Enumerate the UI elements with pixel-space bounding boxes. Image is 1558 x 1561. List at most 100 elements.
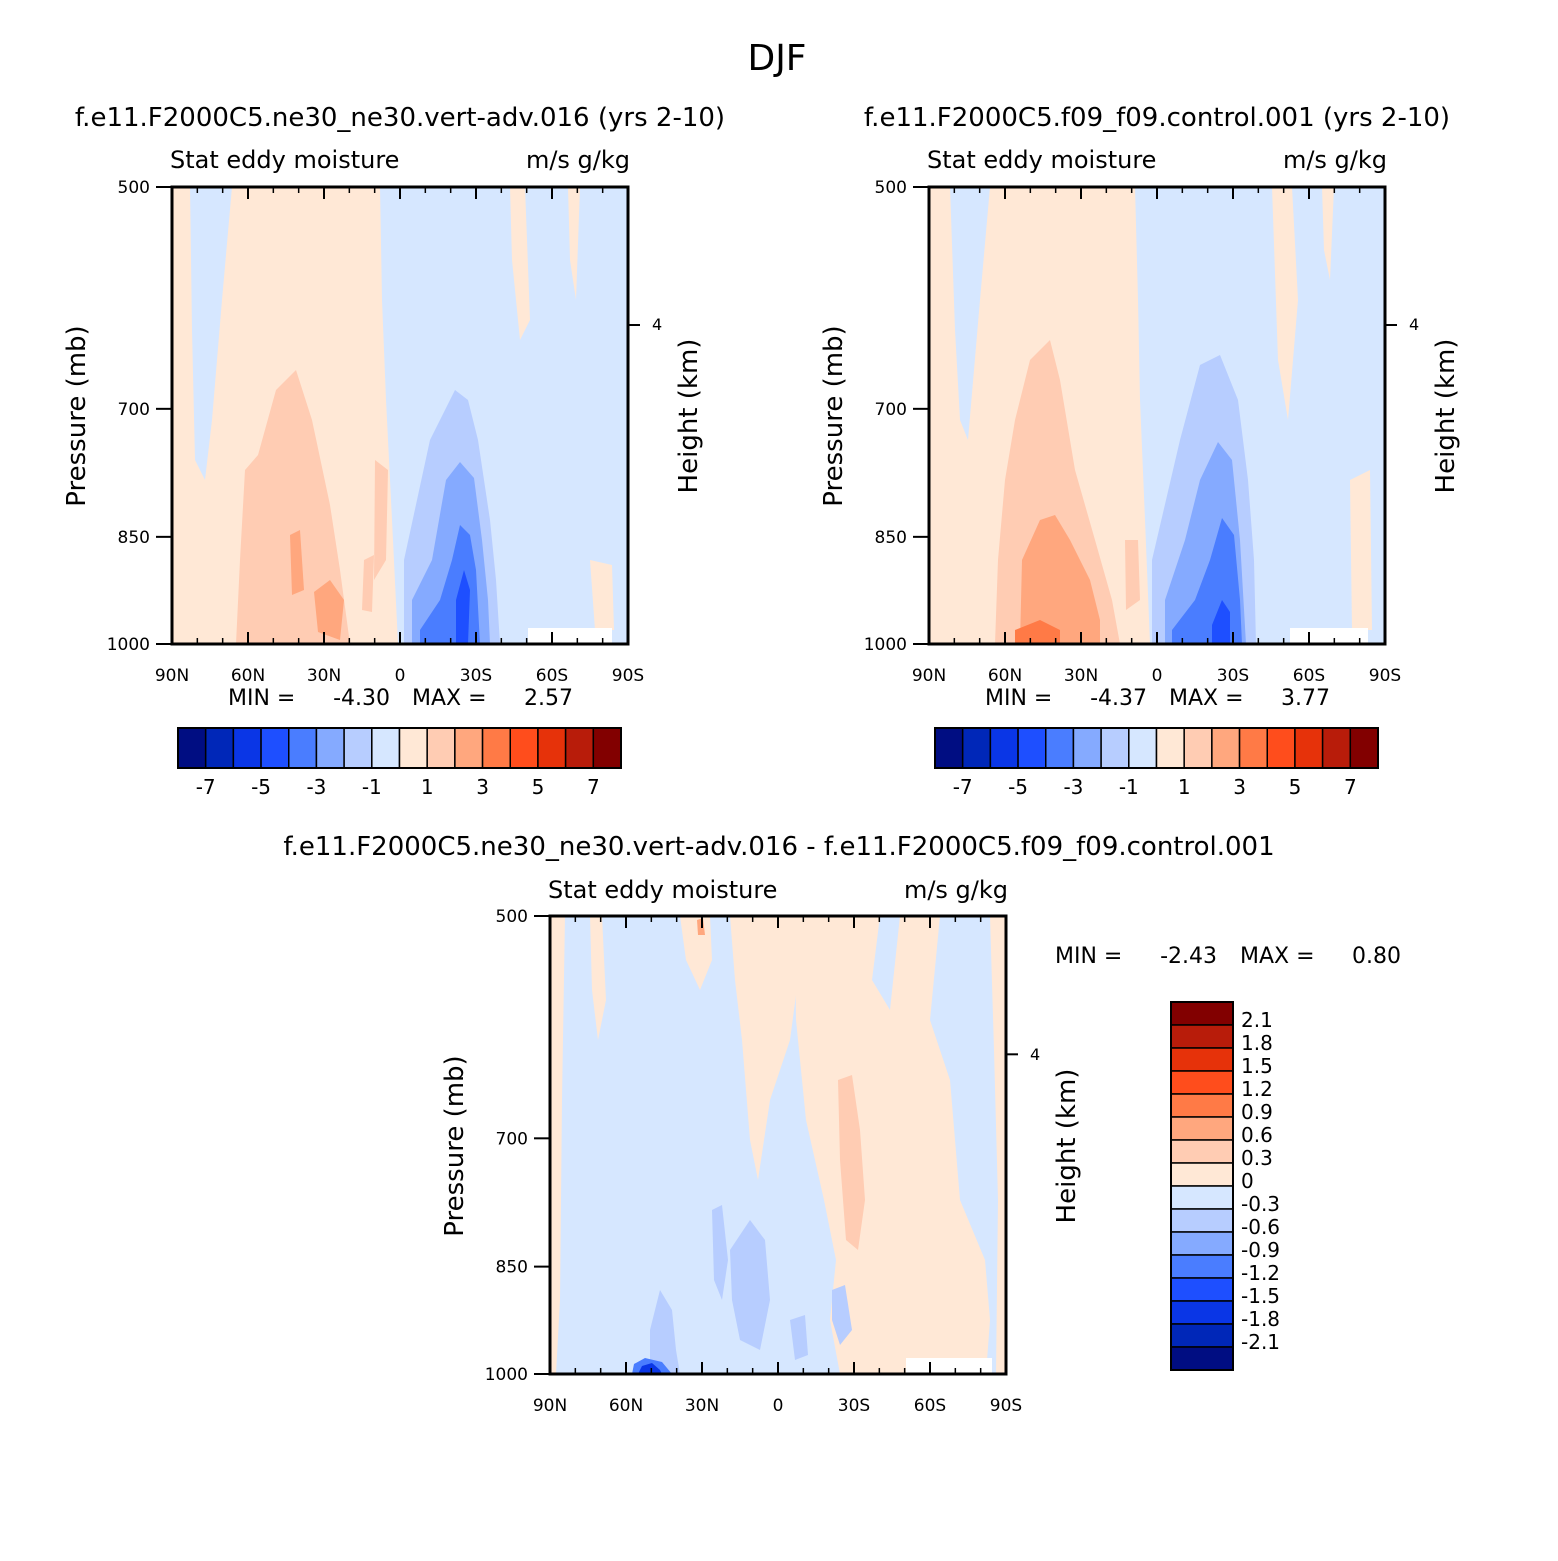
colorbar-frame [934, 727, 1379, 769]
ylabel-a: Pressure (mb) [62, 325, 92, 506]
case-title-a: f.e11.F2000C5.ne30_ne30.vert-adv.016 (yr… [75, 103, 725, 133]
colorbar-label: -1 [362, 775, 382, 799]
colorbar-swatch [260, 727, 290, 769]
colorbar-swatch [1170, 1254, 1234, 1279]
x-tick-label: 90N [155, 666, 189, 686]
case-title-diff: f.e11.F2000C5.ne30_ne30.vert-adv.016 - f… [283, 832, 1274, 862]
colorbar-swatch [1170, 1001, 1234, 1026]
panel-a: f.e11.F2000C5.ne30_ne30.vert-adv.016 (yr… [62, 103, 725, 799]
colorbar-label: 7 [587, 775, 600, 799]
colorbar-label: 5 [1289, 775, 1302, 799]
colorbar-label: -1 [1119, 775, 1139, 799]
y-tick-label: 700 [875, 400, 907, 420]
colorbar-label: -0.6 [1241, 1215, 1280, 1239]
colorbar-label: -3 [1063, 775, 1083, 799]
colorbar-label: 5 [532, 775, 545, 799]
colorbar-a: -7 -5 -3 -1 1 3 5 7 [177, 727, 622, 799]
colorbar-swatch [1170, 1024, 1234, 1049]
y-tick-label: 850 [496, 1258, 528, 1278]
colorbar-label: -5 [1008, 775, 1028, 799]
colorbar-swatch [232, 727, 262, 769]
colorbar-label: 1.8 [1241, 1031, 1273, 1055]
y-tick-label: 500 [875, 178, 907, 198]
y-tick-label: 1000 [485, 1365, 528, 1385]
colorbar-label: -7 [953, 775, 973, 799]
var-label-diff: Stat eddy moisture [548, 876, 777, 904]
colorbar-swatch [481, 727, 511, 769]
axes-a: 90N 60N 30N 0 30S 60S 90S 500 700 850 1000 [107, 178, 644, 686]
x-tick-label: 90N [533, 1396, 567, 1416]
x-tick-label: 30S [460, 666, 492, 686]
colorbar-label: -1.2 [1241, 1261, 1280, 1285]
x-tick-label: 90S [990, 1396, 1022, 1416]
colorbar-swatch [1170, 1139, 1234, 1164]
colorbar-label: 0.6 [1241, 1123, 1273, 1147]
y-tick-label: 1000 [107, 635, 150, 655]
colorbar-swatch [1183, 727, 1213, 769]
page-title: DJF [747, 38, 806, 79]
colorbar-swatch [592, 727, 622, 769]
height-tick-diff: 4 [1030, 1045, 1040, 1064]
x-tick-label: 30S [1217, 666, 1249, 686]
colorbar-swatch [1170, 1162, 1234, 1187]
x-tick-label: 60S [1293, 666, 1325, 686]
colorbar-diff: 2.11.81.51.20.90.60.30-0.3-0.6-0.9-1.2-1… [1170, 1001, 1280, 1371]
max-value-b: 3.77 [1281, 686, 1330, 711]
colorbar-label: -1.5 [1241, 1284, 1280, 1308]
y-tick-label: 500 [118, 178, 150, 198]
var-label-b: Stat eddy moisture [927, 146, 1156, 174]
units-b: m/s g/kg [1283, 146, 1387, 174]
colorbar-swatch [1170, 1047, 1234, 1072]
x-tick-label: 60S [914, 1396, 946, 1416]
contour-field-diff [550, 916, 1006, 1374]
colorbar-swatch [989, 727, 1019, 769]
colorbar-label: -0.3 [1241, 1192, 1280, 1216]
colorbar-swatch [961, 727, 992, 769]
colorbar-label: -0.9 [1241, 1238, 1280, 1262]
min-value-a: -4.30 [333, 686, 390, 711]
x-tick-label: 90N [912, 666, 946, 686]
colorbar-swatch [426, 727, 456, 769]
colorbar-label: -7 [196, 775, 216, 799]
colorbar-swatch [564, 727, 595, 769]
contour-field-a [172, 187, 628, 644]
colorbar-swatch [1170, 1300, 1234, 1325]
min-value-b: -4.37 [1090, 686, 1147, 711]
colorbar-swatch [1321, 727, 1352, 769]
var-label-a: Stat eddy moisture [170, 146, 399, 174]
max-label-a: MAX = [412, 686, 487, 711]
colorbar-swatch [934, 727, 964, 769]
x-tick-label: 60N [231, 666, 265, 686]
colorbar-label: -1.8 [1241, 1307, 1280, 1331]
x-tick-label: 90S [612, 666, 644, 686]
colorbar-label: -3 [306, 775, 326, 799]
ylabel-right-b: Height (km) [1431, 339, 1461, 494]
colorbar-swatch [1349, 727, 1379, 769]
ylabel-diff: Pressure (mb) [440, 1055, 470, 1236]
case-title-b: f.e11.F2000C5.f09_f09.control.001 (yrs 2… [864, 103, 1450, 133]
x-tick-label: 0 [773, 1396, 784, 1416]
x-tick-label: 60N [988, 666, 1022, 686]
colorbar-label: 0 [1241, 1169, 1254, 1193]
max-label-diff: MAX = [1240, 944, 1315, 969]
colorbar-label: -5 [251, 775, 271, 799]
y-tick-label: 1000 [864, 635, 907, 655]
x-tick-label: 90S [1369, 666, 1401, 686]
axes-diff: 90N 60N 30N 0 30S 60S 90S 500 700 850 1000 [485, 907, 1022, 1416]
colorbar-swatch [1045, 727, 1075, 769]
colorbar-swatch [1155, 727, 1185, 769]
colorbar-swatch [177, 727, 207, 769]
colorbar-swatch [1294, 727, 1324, 769]
colorbar-swatch [343, 727, 373, 769]
colorbar-label: 1 [421, 775, 434, 799]
height-tick-b: 4 [1409, 315, 1419, 334]
max-value-a: 2.57 [524, 686, 573, 711]
colorbar-label: 2.1 [1241, 1008, 1273, 1032]
colorbar-swatch [1170, 1208, 1234, 1233]
contour-field-b [929, 187, 1385, 644]
colorbar-label: 1.5 [1241, 1054, 1273, 1078]
x-tick-label: 0 [395, 666, 406, 686]
colorbar-swatch [509, 727, 539, 769]
colorbar-label: 0.9 [1241, 1100, 1273, 1124]
ylabel-right-a: Height (km) [674, 339, 704, 494]
